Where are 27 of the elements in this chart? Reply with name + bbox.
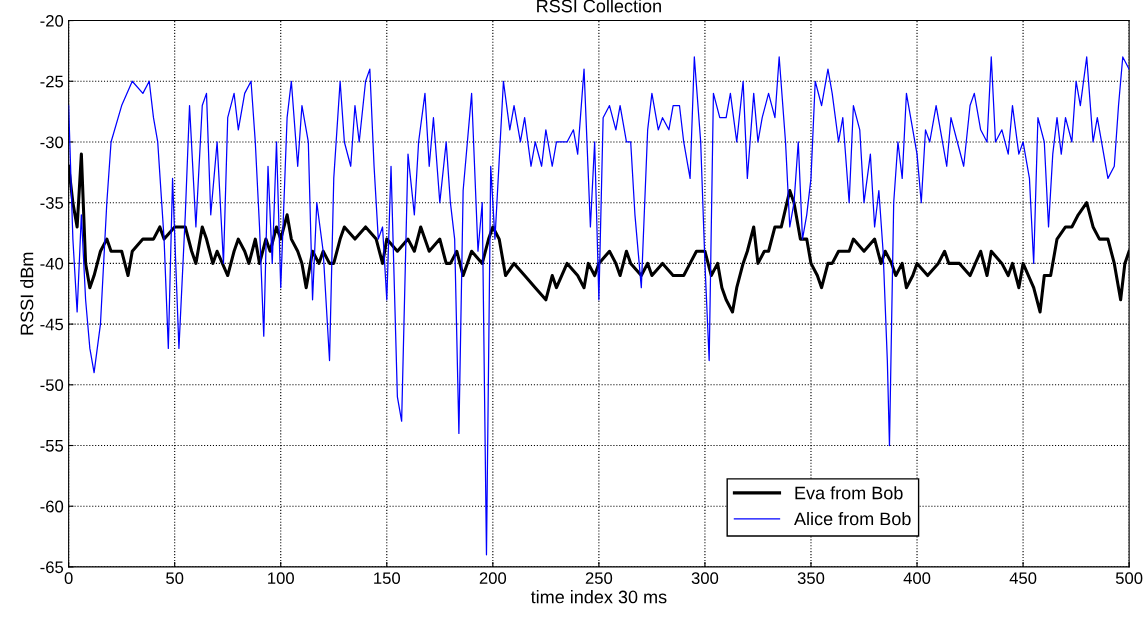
y-tick-label: -25 — [40, 75, 64, 88]
x-tick-label: 100 — [268, 572, 294, 585]
x-tick-label: 300 — [691, 572, 719, 585]
x-tick-label: 0 — [64, 572, 73, 585]
y-tick-label: -40 — [40, 257, 64, 270]
x-tick-label: 450 — [1009, 572, 1037, 585]
x-tick-label: 50 — [166, 572, 184, 585]
x-tick-label: 200 — [479, 572, 507, 585]
x-tick-label: 400 — [903, 572, 931, 585]
legend-label: Alice from Bob — [794, 511, 911, 526]
y-tick-label: -20 — [40, 14, 64, 27]
y-tick-label: -65 — [40, 561, 64, 574]
y-tick-label: -55 — [40, 440, 64, 452]
y-tick-label: -35 — [40, 197, 64, 209]
x-tick-label: 150 — [374, 572, 401, 585]
x-tick-label: 350 — [797, 572, 825, 585]
chart-title: RSSI Collection — [537, 0, 661, 13]
x-tick-label: 500 — [1115, 572, 1143, 585]
y-tick-label: -60 — [40, 500, 64, 513]
y-tick-label: -50 — [40, 379, 64, 392]
line-series — [68, 56, 1130, 556]
legend-label: Eva from Bob — [795, 486, 903, 500]
y-axis-title: RSSI dBm — [20, 252, 34, 335]
y-tick-label: -30 — [40, 136, 64, 149]
y-tick-label: -45 — [40, 318, 64, 331]
x-axis-title: time index 30 ms — [530, 590, 667, 604]
x-tick-label: 250 — [585, 572, 613, 585]
